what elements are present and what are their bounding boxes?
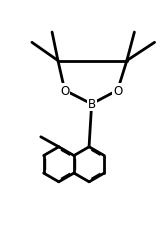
Text: B: B	[88, 98, 96, 111]
Text: O: O	[113, 84, 122, 97]
Text: O: O	[60, 84, 69, 97]
